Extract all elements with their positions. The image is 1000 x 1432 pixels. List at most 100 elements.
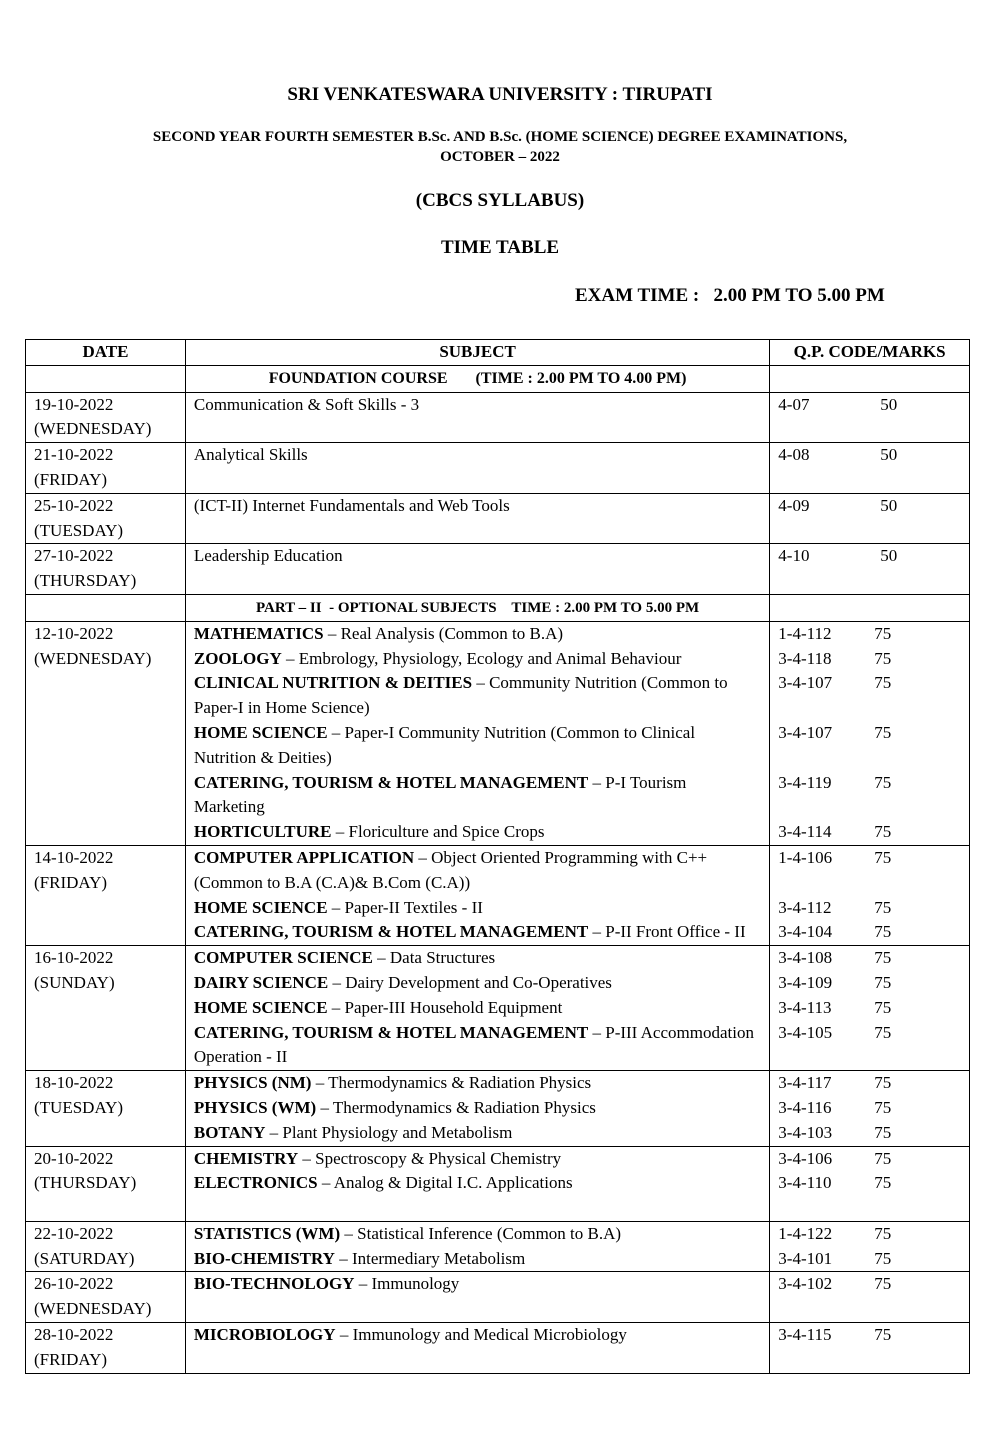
qp-code: 3-4-116 <box>778 1097 832 1117</box>
table-row: 28-10-2022 (FRIDAY) MICROBIOLOGY – Immunol… <box>25 1322 970 1374</box>
qp-code: 3-4-107 <box>778 673 833 693</box>
exam-date: 25-10-2022 <box>34 495 114 515</box>
subject-name: HOME SCIENCE <box>193 997 328 1017</box>
exam-title: SECOND YEAR FOURTH SEMESTER B.Sc. AND B.… <box>0 127 1000 167</box>
paper-title: – Thermodynamics & Radiation Physics <box>311 1073 592 1093</box>
code-marks-cell: 3-4-119 75 <box>769 770 970 821</box>
code-marks-cell: 3-4-106 75 <box>769 1145 970 1172</box>
code-marks-cell: 3-4-109 75 <box>769 970 970 996</box>
exam-day: (WEDNESDAY) <box>34 419 152 439</box>
qp-code: 3-4-118 <box>778 648 832 668</box>
paper-title: – Intermediary Metabolism <box>334 1248 526 1268</box>
marks: 75 <box>874 673 892 693</box>
code-marks-cell: 3-4-107 75 <box>769 720 970 771</box>
marks: 75 <box>874 1223 892 1243</box>
header-row: DATE SUBJECT Q.P. CODE/MARKS <box>25 339 970 366</box>
exam-date: 12-10-2022 <box>34 623 114 643</box>
marks: 75 <box>874 1173 892 1193</box>
subject-cell: HORTICULTURE – Floriculture and Spice Cr… <box>184 820 771 846</box>
timetable: DATE SUBJECT Q.P. CODE/MARKS FOUNDATION … <box>25 339 970 1374</box>
column-header-date: DATE <box>25 339 186 366</box>
table-row: 19-10-2022 (WEDNESDAY) Communication & Sof… <box>25 391 970 444</box>
subject-name: CHEMISTRY <box>193 1148 299 1168</box>
column-header-subject: SUBJECT <box>184 339 771 366</box>
subject-name: BOTANY <box>193 1122 266 1142</box>
table-row: CLINICAL NUTRITION & DEITIES – Community… <box>26 671 970 721</box>
exam-date: 20-10-2022 <box>34 1148 114 1168</box>
paper-title: – Paper-I Community Nutrition (Common to… <box>193 722 696 767</box>
marks: 75 <box>874 1325 892 1345</box>
paper-title: – P-II Front Office - II <box>588 922 746 942</box>
qp-code: 4-09 <box>778 495 810 515</box>
table-row: ELECTRONICS – Analog & Digital I.C. Appl… <box>26 1171 970 1222</box>
code-marks-cell: 3-4-101 75 <box>769 1246 970 1273</box>
exam-day: (FRIDAY) <box>34 469 108 489</box>
subject-name: BIO-TECHNOLOGY <box>193 1274 355 1294</box>
qp-code: 1-4-106 <box>778 847 833 867</box>
date-cell: 21-10-2022 (FRIDAY) <box>25 442 186 494</box>
marks: 75 <box>874 722 892 742</box>
subject-cell: BIO-CHEMISTRY – Intermediary Metabolism <box>184 1246 771 1273</box>
table-row: HOME SCIENCE – Paper-III Household Equip… <box>26 995 970 1021</box>
qp-code: 3-4-108 <box>778 948 833 968</box>
paper-title: Communication & Soft Skills - 3 <box>193 394 420 414</box>
paper-title: – Thermodynamics & Radiation Physics <box>316 1097 596 1117</box>
subject-cell: CHEMISTRY – Spectroscopy & Physical Chem… <box>184 1145 771 1172</box>
section-label-cell: FOUNDATION COURSE (TIME : 2.00 PM TO 4.0… <box>184 364 771 393</box>
table-row: 27-10-2022 (THURSDAY) Leadership Education… <box>25 543 970 595</box>
marks: 75 <box>874 897 892 917</box>
subject-cell: PHYSICS (WM) – Thermodynamics & Radiatio… <box>184 1095 771 1121</box>
section-date-cell <box>25 593 186 622</box>
subject-cell: CATERING, TOURISM & HOTEL MANAGEMENT – P… <box>184 770 771 821</box>
paper-title: – P-I Tourism Marketing <box>193 772 687 817</box>
section-label: PART – II - OPTIONAL SUBJECTS TIME : 2.0… <box>256 599 700 616</box>
marks: 75 <box>874 822 892 842</box>
qp-code: 3-4-110 <box>778 1173 832 1193</box>
table-row: 22-10-2022 (SATURDAY) STATISTICS (WM) – St… <box>25 1220 970 1273</box>
exam-day: (FRIDAY) <box>34 1349 108 1369</box>
marks: 75 <box>874 948 892 968</box>
table-row: 12-10-2022 (WEDNESDAY) MATHEMATICS – Real … <box>25 620 970 846</box>
exam-day: (WEDNESDAY) <box>34 648 152 668</box>
table-row: ZOOLOGY – Embrology, Physiology, Ecology… <box>26 646 970 672</box>
exam-date: 14-10-2022 <box>34 847 114 867</box>
exam-day: (FRIDAY) <box>34 872 108 892</box>
paper-title: Leadership Education <box>193 546 343 566</box>
exam-day: (SATURDAY) <box>34 1248 135 1268</box>
code-marks-cell: 3-4-104 75 <box>769 920 970 947</box>
qp-code: 3-4-105 <box>778 1022 833 1042</box>
paper-title: – Embrology, Physiology, Ecology and Ani… <box>281 648 682 668</box>
subject-cell: CATERING, TOURISM & HOTEL MANAGEMENT – P… <box>184 920 771 947</box>
subject-cell: COMPUTER APPLICATION – Object Oriented P… <box>184 844 771 896</box>
qp-code: 3-4-107 <box>778 722 833 742</box>
exam-date: 22-10-2022 <box>34 1223 114 1243</box>
paper-title: – Community Nutrition (Common to Paper-I… <box>193 673 728 718</box>
exam-title-line1: SECOND YEAR FOURTH SEMESTER B.Sc. AND B.… <box>152 129 848 145</box>
marks: 75 <box>874 972 892 992</box>
code-marks-cell: 3-4-118 75 <box>769 646 970 672</box>
marks: 75 <box>874 1022 892 1042</box>
exam-date: 28-10-2022 <box>34 1325 114 1345</box>
subject-name: COMPUTER SCIENCE <box>193 948 373 968</box>
section-code-cell <box>769 364 970 393</box>
subject-cell: CLINICAL NUTRITION & DEITIES – Community… <box>184 671 771 721</box>
table-row: HOME SCIENCE – Paper-II Textiles - II 3-4… <box>26 895 970 921</box>
syllabus-label: (CBCS SYLLABUS) <box>415 190 585 211</box>
code-marks-cell: 3-4-107 75 <box>769 671 970 721</box>
qp-code: 3-4-112 <box>778 897 832 917</box>
subject-cell: BOTANY – Plant Physiology and Metabolism <box>184 1120 771 1147</box>
exam-day: (TUESDAY) <box>34 1097 124 1117</box>
marks: 75 <box>874 997 892 1017</box>
marks: 50 <box>880 394 898 414</box>
subject-name: HOME SCIENCE <box>193 722 328 742</box>
exam-day: (WEDNESDAY) <box>34 1299 152 1319</box>
qp-code: 3-4-104 <box>778 922 833 942</box>
table-row: 16-10-2022 (SUNDAY) COMPUTER SCIENCE – Dat… <box>25 945 970 1072</box>
date-cell: 26-10-2022 (WEDNESDAY) <box>25 1271 186 1324</box>
subject-name: ELECTRONICS <box>193 1173 318 1193</box>
subject-cell: HOME SCIENCE – Paper-III Household Equip… <box>184 995 771 1021</box>
subject-cell: HOME SCIENCE – Paper-II Textiles - II <box>184 895 771 921</box>
paper-title: – Immunology and Medical Microbiology <box>335 1325 627 1345</box>
subject-name: MICROBIOLOGY <box>193 1325 336 1345</box>
code-marks-cell: 3-4-114 75 <box>769 820 970 846</box>
